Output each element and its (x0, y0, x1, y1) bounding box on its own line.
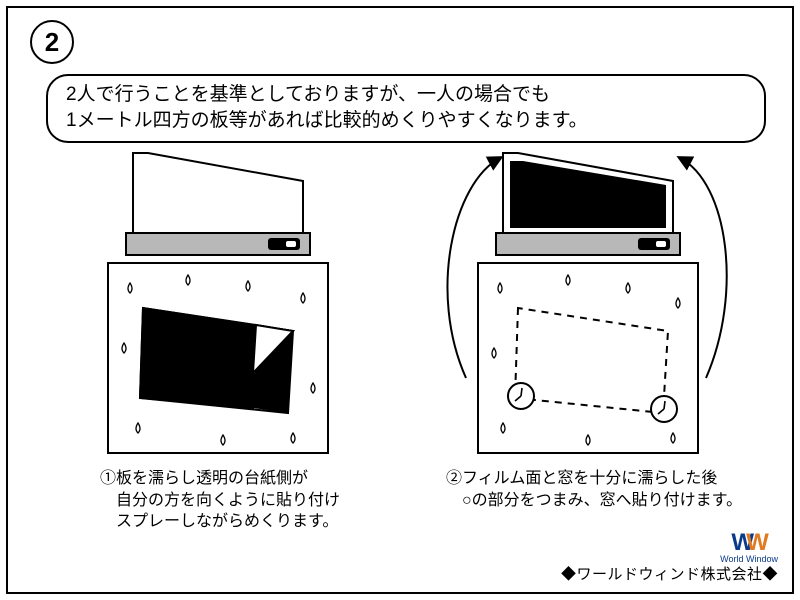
footer-company: ◆ワールドウィンド株式会社◆ (561, 563, 778, 584)
door-handle-icon (638, 238, 670, 250)
left-panel-diagram (78, 143, 358, 463)
instruction-bubble: 2人で行うことを基準としておりますが、一人の場合でも 1メートル四方の板等があれ… (46, 74, 766, 143)
outer-frame: 2 2人で行うことを基準としておりますが、一人の場合でも 1メートル四方の板等が… (6, 6, 794, 594)
step-number-circle: 2 (30, 20, 74, 64)
car-window-left (126, 153, 310, 255)
left-caption-line-3: スプレーしながらめくります。 (100, 511, 340, 533)
board-square-right (478, 263, 698, 453)
company-logo: WW World Window (720, 531, 778, 564)
right-caption-line-1: ②フィルム面と窓を十分に濡らした後 (446, 468, 742, 490)
door-handle-icon (268, 238, 300, 250)
right-panel-diagram (428, 143, 748, 463)
left-caption-line-2: 自分の方を向くように貼り付け (100, 490, 340, 512)
step-number: 2 (45, 27, 59, 58)
bubble-line-1: 2人で行うことを基準としておりますが、一人の場合でも (66, 82, 746, 108)
right-caption-line-2: ○の部分をつまみ、窓へ貼り付けます。 (446, 490, 742, 512)
car-window-right (496, 153, 680, 255)
left-caption: ①板を濡らし透明の台紙側が 自分の方を向くように貼り付け スプレーしながらめくり… (100, 468, 340, 533)
bubble-line-2: 1メートル四方の板等があれば比較的めくりやすくなります。 (66, 108, 746, 134)
left-caption-line-1: ①板を濡らし透明の台紙側が (100, 468, 340, 490)
right-caption: ②フィルム面と窓を十分に濡らした後 ○の部分をつまみ、窓へ貼り付けます。 (446, 468, 742, 511)
